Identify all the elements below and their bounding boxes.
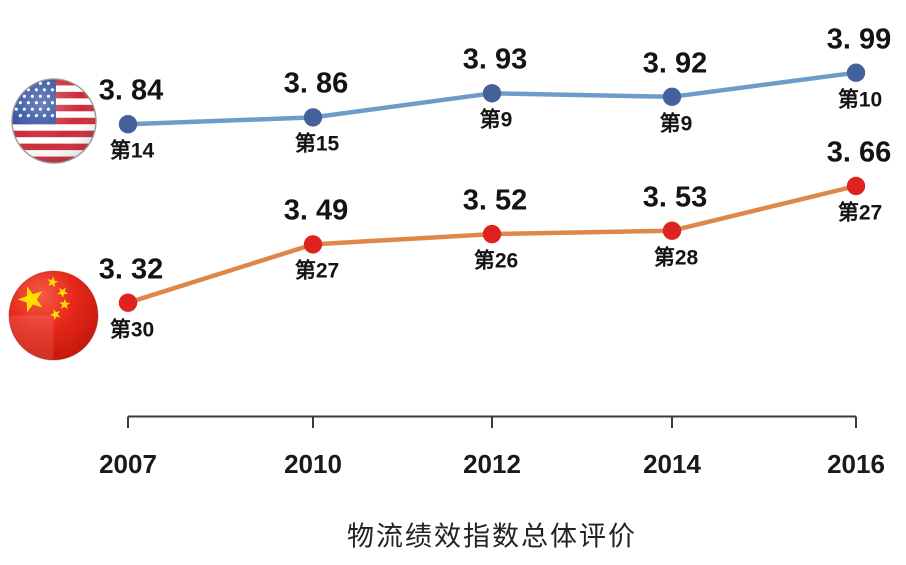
- china-value-label: 3. 53: [642, 181, 708, 214]
- china-data-point-marker: [118, 293, 138, 312]
- usa-value-label: 3. 99: [826, 23, 892, 56]
- usa-flag-icon: [11, 78, 97, 164]
- china-rank-label: 第27: [294, 259, 340, 283]
- china-rank-label: 第26: [473, 249, 519, 273]
- china-data-point-marker: [662, 221, 682, 240]
- x-axis: [127, 415, 857, 428]
- flag-gloss-highlight: [9, 315, 54, 360]
- usa-rank-label: 第9: [659, 112, 693, 136]
- usa-rank-label: 第14: [109, 139, 155, 163]
- x-axis-tick-label: 2012: [463, 449, 521, 479]
- usa-value-label: 3. 93: [462, 43, 528, 76]
- usa-data-point-marker: [303, 108, 323, 127]
- chart-title: 物流绩效指数总体评价: [347, 521, 637, 552]
- china-rank-label: 第30: [109, 318, 155, 342]
- china-data-point-marker: [846, 176, 866, 196]
- usa-value-label: 3. 86: [283, 67, 349, 100]
- china-flag-stars: [17, 276, 71, 320]
- china-value-label: 3. 52: [462, 184, 528, 217]
- x-axis-tick-label: 2010: [284, 449, 342, 479]
- usa-rank-label: 第9: [479, 108, 513, 132]
- x-axis-tick-label: 2014: [643, 449, 701, 479]
- china-flag-icon: [8, 270, 99, 361]
- usa-data-point-marker: [118, 115, 138, 134]
- usa-value-label: 3. 84: [98, 74, 164, 107]
- x-axis-tick-label: 2016: [827, 449, 885, 479]
- china-value-label: 3. 66: [826, 136, 892, 169]
- usa-data-point-marker: [662, 87, 682, 107]
- china-rank-label: 第27: [837, 201, 883, 225]
- china-value-label: 3. 49: [283, 194, 349, 227]
- usa-data-point-marker: [482, 84, 502, 103]
- usa-value-label: 3. 92: [642, 47, 708, 80]
- usa-data-point-marker: [846, 63, 866, 82]
- usa-rank-label: 第15: [294, 132, 340, 156]
- china-data-point-marker: [303, 235, 323, 254]
- usa-rank-label: 第10: [837, 88, 883, 112]
- x-axis-tick-label: 2007: [99, 449, 157, 479]
- china-value-label: 3. 32: [98, 253, 164, 286]
- china-data-point-marker: [482, 224, 502, 244]
- china-rank-label: 第28: [653, 246, 699, 270]
